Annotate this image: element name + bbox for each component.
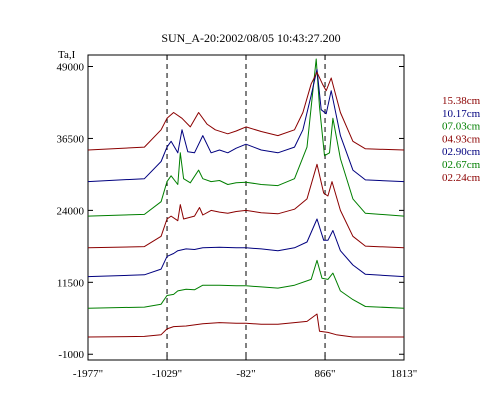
x-ticks: -1977" -1029" -82" 866" 1813" (73, 55, 417, 380)
series-line-2 (87, 218, 405, 278)
series-line-4 (87, 58, 405, 217)
legend-label-5: 02.67cm (442, 159, 481, 171)
y-axis-label: Ta,I (58, 49, 76, 61)
x-tick-label-4: 1813" (391, 368, 418, 380)
y-tick-label-0: -1000 (58, 349, 84, 361)
series-line-0 (87, 313, 404, 338)
y-tick-label-4: 49000 (57, 62, 85, 74)
x-tick-label-0: -1977" (73, 368, 103, 380)
series-line-3 (87, 163, 405, 249)
legend-label-6: 02.24cm (442, 172, 481, 184)
y-tick-label-1: 11500 (57, 277, 85, 289)
dashed-lines (166, 55, 326, 360)
chart-title: SUN_A-20:2002/08/05 10:43:27.200 (161, 31, 340, 45)
legend-label-3: 04.93cm (442, 133, 481, 145)
series-line-1 (87, 259, 405, 309)
legend-label-1: 10.17cm (442, 108, 481, 120)
y-ticks: -1000 11500 24000 36500 49000 (57, 62, 404, 361)
x-tick-label-3: 866" (315, 368, 336, 380)
x-tick-label-1: -1029" (152, 368, 182, 380)
legend-label-0: 15.38cm (442, 95, 481, 107)
legend: 15.38cm10.17cm07.03cm04.93cm02.90cm02.67… (442, 95, 481, 184)
x-tick-label-2: -82" (236, 368, 255, 380)
legend-label-4: 02.90cm (442, 146, 481, 158)
y-tick-label-2: 24000 (57, 205, 85, 217)
series-line-5 (87, 68, 405, 183)
legend-label-2: 07.03cm (442, 121, 481, 133)
series-lines (87, 58, 405, 338)
series-line-6 (87, 71, 405, 151)
y-tick-label-3: 36500 (57, 133, 85, 145)
